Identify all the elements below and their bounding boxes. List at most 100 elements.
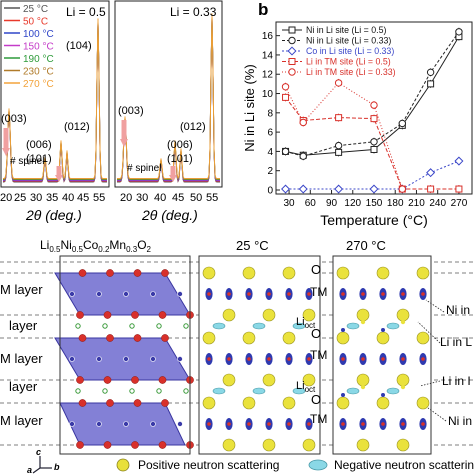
positive-density: [282, 396, 296, 410]
negative-density: [346, 322, 360, 330]
peak-101-right: (101): [167, 153, 193, 165]
chart-series: [281, 27, 464, 194]
peak-003-left: (003): [1, 113, 27, 125]
oxygen-atom: [133, 399, 142, 407]
oxygen-atom: [131, 311, 139, 319]
oxygen-atom: [161, 334, 169, 342]
oxygen-atom: [133, 269, 142, 277]
li-atom: [183, 323, 189, 329]
y-tick-label: 8: [267, 108, 273, 119]
positive-density: [242, 266, 256, 280]
layer-label-4: layer: [9, 379, 38, 394]
xrd-right-curves: [117, 13, 220, 183]
oxygen-atom: [76, 311, 84, 319]
axes-indicator: c a b: [27, 447, 60, 474]
tm-core: [381, 422, 385, 426]
xrd-legend-label: 25 °C: [23, 4, 48, 15]
positive-density-small: [360, 384, 366, 390]
x-tick-35-left: 35: [46, 192, 58, 204]
tm-atom: [123, 291, 129, 297]
x-tick-20-right: 20: [120, 192, 132, 204]
tm-atom: [96, 356, 102, 362]
x-tick-45-right: 45: [172, 192, 184, 204]
map-270c: 270 °C: [332, 238, 432, 455]
oxygen-atom: [103, 311, 112, 319]
map-title-25: 25 °C: [236, 238, 269, 253]
li-atom: [75, 323, 81, 329]
tm-label-3: TM: [310, 412, 327, 426]
positive-density: [222, 308, 236, 322]
tm-core: [227, 357, 231, 361]
positive-density: [282, 266, 296, 280]
oxygen-atom: [158, 311, 167, 319]
data-point: [334, 184, 344, 194]
data-point: [298, 184, 308, 194]
data-point: [288, 58, 296, 65]
oxygen-atom: [158, 376, 167, 384]
tm-atom: [69, 291, 75, 297]
positive-density: [356, 308, 370, 322]
positive-density: [356, 438, 370, 452]
x-tick-label: 240: [429, 198, 446, 209]
positive-density-small: [400, 319, 406, 325]
oxygen-atom: [131, 376, 139, 384]
arrow-head-006-left: [55, 175, 63, 182]
tm-core: [307, 357, 311, 361]
legend-label: Ni in Li site (Li = 0.5): [306, 25, 386, 35]
xrd-trace: [117, 15, 220, 182]
li-label-left: Li = 0.5: [66, 5, 106, 19]
data-point: [335, 148, 343, 156]
tm-density-small: [341, 393, 345, 397]
oxygen-atom: [106, 334, 114, 342]
data-point: [369, 184, 379, 194]
peak-012-right: (012): [180, 121, 206, 133]
tm-core: [381, 357, 385, 361]
xrd-right-panel: Li = 0.33 (003) (012) (006) (101) # spin…: [114, 0, 223, 188]
y-axis-ticks: 0 2 4 6 8 10 12 14 16: [262, 31, 280, 197]
tm-core: [361, 292, 365, 296]
xrd-legend-label: 230 °C: [23, 67, 54, 78]
positive-density: [396, 438, 410, 452]
tm-atom: [177, 356, 183, 362]
oxygen-atom: [106, 399, 114, 407]
oxygen-atom: [76, 441, 84, 449]
tm-core: [227, 292, 231, 296]
x-tick-25-left: 25: [14, 192, 26, 204]
positive-density-small: [400, 384, 406, 390]
tm-atom: [150, 291, 156, 297]
oxygen-atom: [78, 334, 87, 342]
tm-core: [247, 357, 251, 361]
xrd-trace: [117, 15, 220, 182]
data-point: [299, 118, 307, 127]
x-tick-label: 60: [305, 198, 317, 209]
series-1: [281, 27, 463, 161]
map-25c-atoms: [202, 266, 316, 452]
positive-density: [302, 373, 316, 387]
tm-core: [307, 292, 311, 296]
o-label-top: O: [311, 262, 321, 277]
legend-label: Ni in Li site (Li = 0.33): [306, 36, 391, 46]
xrd-trace: [3, 18, 107, 180]
o-label-low: O: [311, 392, 321, 407]
oxygen-atom: [161, 399, 169, 407]
positive-density: [396, 373, 410, 387]
tm-core: [287, 422, 291, 426]
x-tick-label: 30: [284, 198, 296, 209]
structure-panel: Li0.5Ni0.5Co0.2Mn0.3O2 M layer layer M l…: [0, 238, 474, 474]
peak-104-left: (104): [66, 40, 92, 52]
tm-core: [207, 422, 211, 426]
negative-density: [292, 322, 306, 330]
data-point: [281, 147, 290, 156]
oxygen-atom: [131, 441, 139, 449]
tm-core: [287, 292, 291, 296]
legend-label: Co in Li site (Li = 0.33): [306, 46, 394, 56]
positive-marker: [116, 458, 130, 472]
tm-core: [421, 357, 425, 361]
tm-core: [401, 357, 405, 361]
positive-density-small: [360, 319, 366, 325]
map-270c-atoms: [336, 266, 430, 452]
o-label-mid: O: [311, 326, 321, 341]
map-25c: 25 °C: [198, 238, 321, 455]
